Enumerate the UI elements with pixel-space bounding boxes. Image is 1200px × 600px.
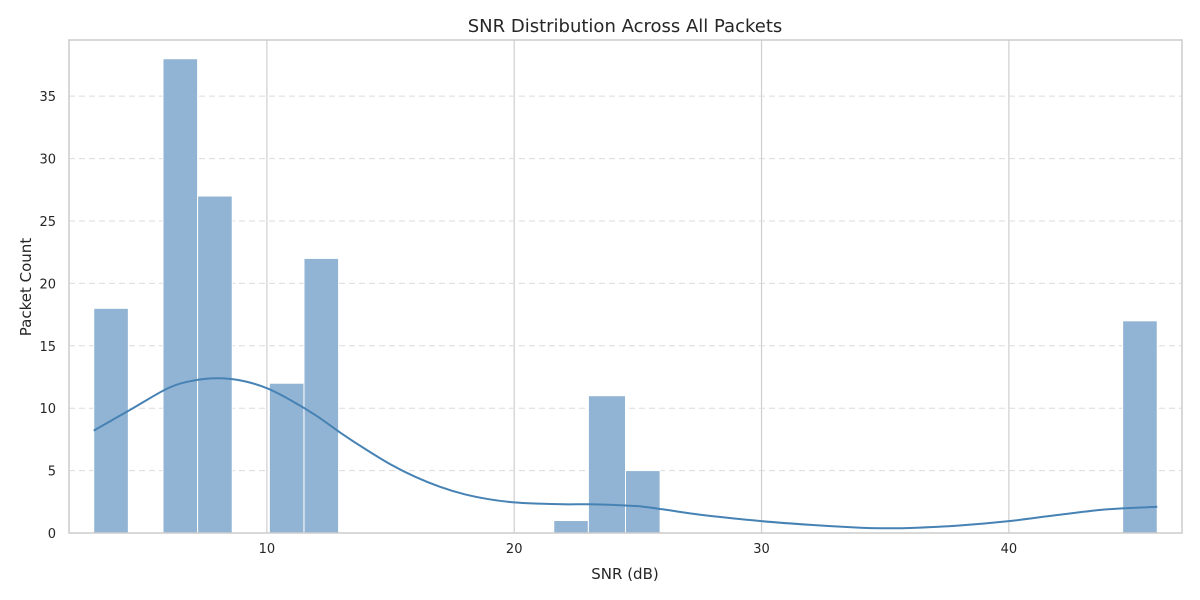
histogram-bar	[587, 395, 627, 534]
y-tick-label: 15	[39, 340, 56, 355]
y-axis-label: Packet Count	[17, 238, 35, 337]
y-tick-label: 5	[48, 465, 56, 480]
y-tick-label: 0	[48, 527, 56, 542]
y-tick-label: 20	[39, 277, 56, 292]
histogram-bar	[268, 382, 305, 534]
y-tick-label: 30	[39, 153, 56, 168]
kde-curve	[93, 377, 1158, 530]
histogram-bar	[303, 257, 340, 534]
x-tick-label: 20	[506, 542, 523, 557]
x-tick-label: 30	[753, 542, 770, 557]
histogram-bar	[553, 520, 589, 534]
y-tick-label: 10	[39, 402, 56, 417]
histogram-bar	[197, 195, 233, 534]
ticks-layer: 10 20 30 40 0 5 10 15 20 25 30 35	[39, 90, 1017, 557]
grid-layer	[69, 40, 1182, 533]
bars-layer	[93, 58, 1158, 534]
x-tick-label: 10	[259, 542, 276, 557]
x-tick-label: 40	[1001, 542, 1018, 557]
y-tick-label: 25	[39, 215, 56, 230]
histogram-bar	[162, 58, 199, 534]
chart-title: SNR Distribution Across All Packets	[468, 16, 783, 37]
y-tick-label: 35	[39, 90, 56, 105]
plot-frame	[68, 39, 1183, 534]
histogram-bar	[1122, 320, 1158, 534]
histogram-bar	[625, 470, 661, 534]
x-axis-label: SNR (dB)	[591, 565, 658, 583]
